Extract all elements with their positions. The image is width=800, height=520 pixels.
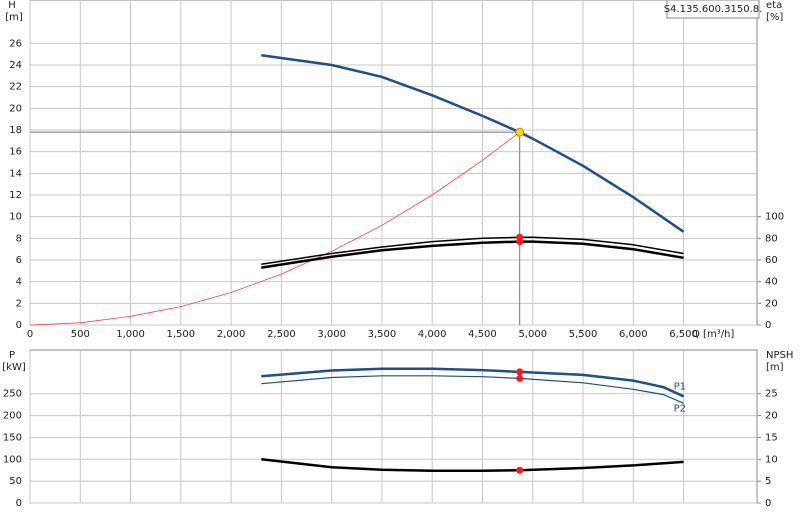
y2-axis-unit: [m]: [766, 362, 784, 373]
series-line: [261, 367, 685, 398]
y2-tick-label: 40: [765, 277, 778, 288]
y-axis-unit: [m]: [5, 12, 23, 23]
y-tick-label: 0: [16, 320, 22, 331]
y-tick-label: 2: [16, 298, 22, 309]
y-tick-label: 24: [9, 60, 22, 71]
series-line: [261, 458, 684, 472]
y-tick-label: 50: [9, 476, 22, 487]
y-tick-label: 14: [9, 168, 22, 179]
x-tick-label: 500: [71, 329, 90, 340]
y-tick-label: 20: [9, 103, 22, 114]
y2-tick-label: 20: [765, 298, 778, 309]
y2-tick-label: 15: [765, 432, 778, 443]
label-box-frame: [666, 0, 760, 19]
y-tick-label: 0: [16, 498, 22, 509]
y-tick-label: 150: [3, 432, 22, 443]
y-tick-label: 6: [16, 255, 22, 266]
y-tick-label: 200: [3, 411, 22, 422]
series-label: P2: [674, 403, 686, 414]
x-tick-label: 1,000: [116, 329, 145, 340]
series-line: [29, 131, 520, 326]
y-tick-label: 18: [9, 125, 22, 136]
x-axis-label: Q [m³/h]: [692, 329, 734, 340]
x-tick-label: 2,500: [267, 329, 296, 340]
duty-marker: [516, 374, 524, 382]
x-tick-label: 2,000: [217, 329, 246, 340]
series-label: P1: [674, 381, 686, 392]
duty-point: [515, 127, 525, 137]
y-tick-label: 22: [9, 82, 22, 93]
y-tick-label: 12: [9, 190, 22, 201]
x-tick-label: 0: [27, 329, 33, 340]
series-line: [261, 240, 684, 269]
x-tick-label: 4,000: [418, 329, 447, 340]
y2-tick-label: 20: [765, 411, 778, 422]
plot-area: [29, 0, 758, 326]
x-tick-label: 6,500: [669, 329, 698, 340]
y-tick-label: 26: [9, 38, 22, 49]
x-tick-label: 4,500: [468, 329, 497, 340]
y-tick-label: 100: [3, 454, 22, 465]
y-axis-label: P: [9, 350, 15, 361]
duty-marker: [516, 238, 524, 246]
y2-axis-unit: [%]: [766, 12, 783, 23]
y-axis-unit: [kW]: [2, 362, 26, 373]
x-tick-label: 3,500: [368, 329, 397, 340]
duty-marker: [516, 466, 524, 474]
y2-tick-label: 80: [765, 233, 778, 244]
y-tick-label: 8: [16, 233, 22, 244]
y-axis-label: H: [8, 0, 16, 11]
y-tick-label: 4: [16, 277, 22, 288]
y2-axis-label: NPSH: [766, 350, 793, 361]
y2-tick-label: 100: [765, 212, 784, 223]
y2-tick-label: 0: [765, 498, 771, 509]
series-line: [261, 375, 684, 404]
x-tick-label: 1,500: [167, 329, 196, 340]
series-line: [261, 236, 684, 266]
y-tick-label: 10: [9, 212, 22, 223]
x-tick-label: 5,500: [569, 329, 598, 340]
y2-axis-label: eta: [766, 0, 782, 11]
y-tick-label: 16: [9, 147, 22, 158]
x-tick-label: 3,000: [317, 329, 346, 340]
plot-area: [29, 349, 758, 504]
series-line: [261, 54, 685, 233]
duty-marker: [516, 368, 524, 376]
y2-tick-label: 25: [765, 389, 778, 400]
x-tick-label: 6,000: [619, 329, 648, 340]
y2-tick-label: 10: [765, 454, 778, 465]
label-box: S4.135.600.3150.8.: [664, 4, 763, 15]
x-tick-label: 5,000: [518, 329, 547, 340]
y-tick-label: 250: [3, 389, 22, 400]
y2-tick-label: 0: [765, 320, 771, 331]
y2-tick-label: 60: [765, 255, 778, 266]
y2-tick-label: 5: [765, 476, 771, 487]
